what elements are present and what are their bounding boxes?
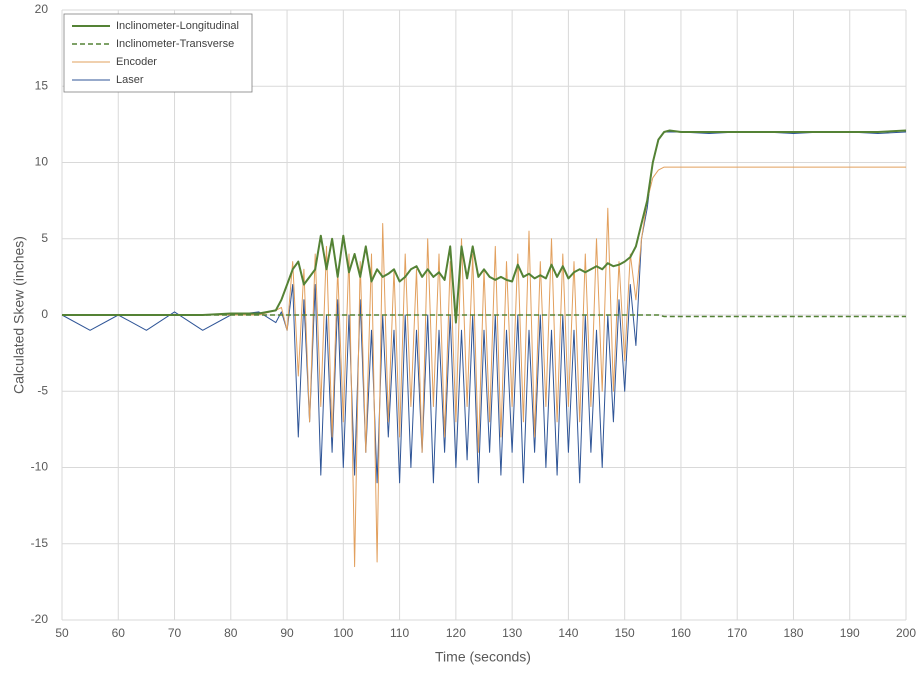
y-tick-label: -20 (31, 612, 49, 626)
y-tick-label: 0 (41, 307, 48, 321)
series-line (61, 131, 907, 484)
y-tick-label: 10 (35, 155, 49, 169)
x-tick-label: 100 (333, 626, 353, 640)
x-tick-label: 150 (615, 626, 635, 640)
x-tick-label: 80 (224, 626, 238, 640)
y-axis-title: Calculated Skew (inches) (11, 236, 27, 394)
y-tick-label: -10 (31, 460, 49, 474)
legend-label: Encoder (116, 56, 157, 68)
x-tick-label: 160 (671, 626, 691, 640)
x-tick-label: 90 (280, 626, 294, 640)
x-tick-label: 130 (502, 626, 522, 640)
x-tick-label: 200 (896, 626, 916, 640)
series-line (62, 314, 906, 318)
y-tick-label: -15 (31, 536, 49, 550)
x-axis-title: Time (seconds) (435, 649, 531, 665)
series-line (62, 166, 906, 568)
y-tick-label: -5 (37, 383, 48, 397)
x-tick-label: 70 (168, 626, 182, 640)
x-tick-label: 110 (390, 626, 409, 640)
legend-label: Inclinometer-Longitudinal (116, 20, 239, 32)
y-tick-label: 20 (35, 2, 49, 16)
x-tick-label: 50 (55, 626, 69, 640)
y-tick-label: 15 (35, 78, 49, 92)
x-tick-label: 190 (840, 626, 860, 640)
x-tick-label: 140 (558, 626, 578, 640)
x-tick-label: 120 (446, 626, 466, 640)
legend-label: Inclinometer-Transverse (116, 38, 234, 50)
x-tick-label: 60 (112, 626, 126, 640)
legend-label: Laser (116, 74, 144, 86)
x-tick-label: 180 (783, 626, 803, 640)
x-tick-label: 170 (727, 626, 747, 640)
y-tick-label: 5 (41, 231, 48, 245)
series-line (62, 129, 907, 324)
